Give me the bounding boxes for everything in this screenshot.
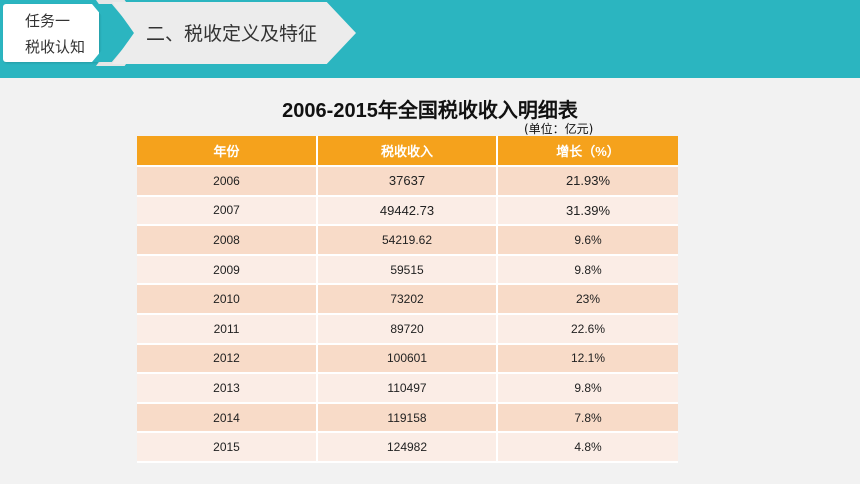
column-header-income: 税收收入 xyxy=(317,136,498,167)
cell-growth: 9.8% xyxy=(497,373,678,404)
table-title: 2006-2015年全国税收收入明细表 xyxy=(282,100,578,122)
cell-year: 2006 xyxy=(137,166,318,197)
table-header-row: 年份 税收收入 增长（%） xyxy=(137,136,678,167)
cell-year: 2010 xyxy=(137,284,318,315)
section-chip[interactable] xyxy=(112,2,356,64)
cell-growth: 21.93% xyxy=(497,166,678,197)
task-chip[interactable]: 任务一 税收认知 xyxy=(3,4,99,62)
column-header-year: 年份 xyxy=(137,136,318,167)
table-row: 2007 49442.73 31.39% xyxy=(137,195,678,227)
task-chip-line2: 税收认知 xyxy=(25,38,86,56)
cell-growth: 9.8% xyxy=(497,254,678,286)
tax-revenue-table: 年份 税收收入 增长（%） 2006 37637 21.93% 2007 494… xyxy=(137,136,678,463)
cell-year: 2008 xyxy=(137,225,318,256)
task-chip-line1: 任务一 xyxy=(25,12,71,30)
cell-income: 59515 xyxy=(317,254,498,286)
cell-income: 73202 xyxy=(317,284,498,315)
cell-income: 89720 xyxy=(317,313,498,345)
cell-year: 2007 xyxy=(137,195,318,227)
cell-income: 37637 xyxy=(317,166,498,197)
cell-income: 54219.62 xyxy=(317,225,498,256)
cell-income: 100601 xyxy=(317,343,498,375)
cell-growth: 23% xyxy=(497,284,678,315)
cell-growth: 12.1% xyxy=(497,343,678,375)
cell-year: 2012 xyxy=(137,343,318,375)
section-label: 二、税收定义及特征 xyxy=(146,23,318,45)
table-row: 2009 59515 9.8% xyxy=(137,254,678,286)
cell-income: 110497 xyxy=(317,373,498,404)
cell-year: 2013 xyxy=(137,373,318,404)
cell-year: 2015 xyxy=(137,432,318,463)
table-unit: (单位：亿元) xyxy=(524,122,594,136)
cell-income: 119158 xyxy=(317,402,498,434)
cell-year: 2009 xyxy=(137,254,318,286)
table-row: 2015 124982 4.8% xyxy=(137,432,678,463)
table-row: 2014 119158 7.8% xyxy=(137,402,678,434)
table-row: 2011 89720 22.6% xyxy=(137,313,678,345)
cell-growth: 9.6% xyxy=(497,225,678,256)
cell-growth: 4.8% xyxy=(497,432,678,463)
table-row: 2006 37637 21.93% xyxy=(137,166,678,197)
cell-growth: 7.8% xyxy=(497,402,678,434)
cell-year: 2011 xyxy=(137,313,318,345)
table-row: 2008 54219.62 9.6% xyxy=(137,225,678,256)
table-row: 2010 73202 23% xyxy=(137,284,678,315)
header-bar: 任务一 税收认知 二、税收定义及特征 xyxy=(0,0,860,78)
column-header-growth: 增长（%） xyxy=(497,136,678,167)
table-row: 2012 100601 12.1% xyxy=(137,343,678,375)
cell-year: 2014 xyxy=(137,402,318,434)
table-row: 2013 110497 9.8% xyxy=(137,373,678,404)
cell-income: 124982 xyxy=(317,432,498,463)
cell-growth: 22.6% xyxy=(497,313,678,345)
cell-growth: 31.39% xyxy=(497,195,678,227)
cell-income: 49442.73 xyxy=(317,195,498,227)
